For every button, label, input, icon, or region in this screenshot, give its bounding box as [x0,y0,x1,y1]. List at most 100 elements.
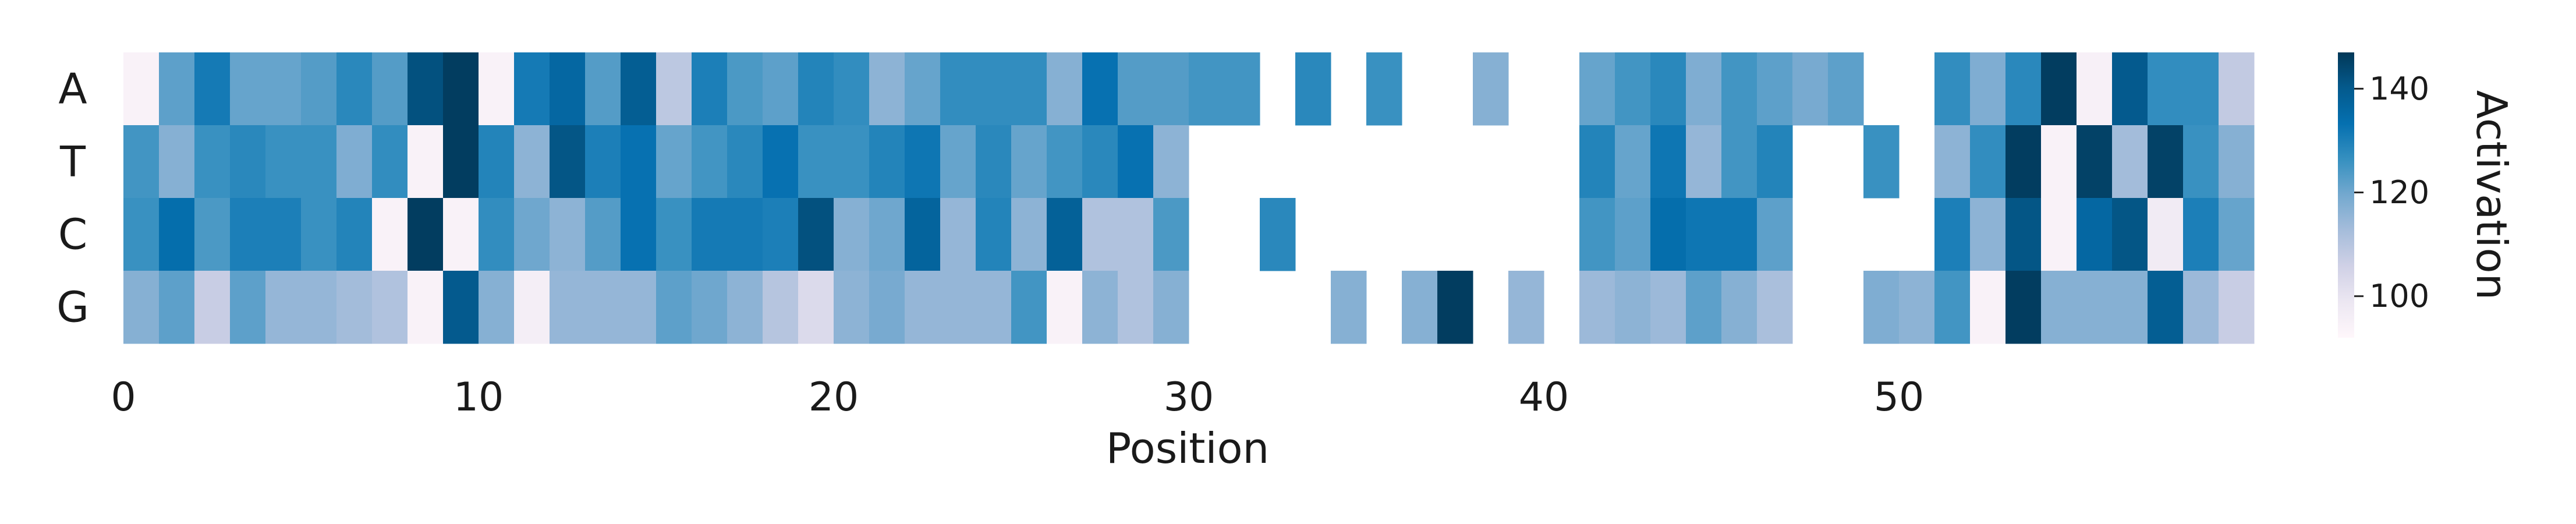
heatmap-cell [2005,125,2042,199]
heatmap-cell [2112,271,2148,344]
heatmap-cell [656,125,692,199]
colorbar: 100 120 140 Activation [2338,52,2516,338]
heatmap-cell [2112,52,2148,126]
heatmap-cell [1650,52,1686,126]
heatmap-cell [301,271,337,344]
heatmap-cell [1828,52,1864,126]
x-tick-label: 20 [809,374,859,420]
heatmap-cell [2148,198,2184,271]
heatmap-cell [2077,52,2113,126]
heatmap-cell [763,271,799,344]
heatmap-cell [550,52,586,126]
heatmap-cell [1153,52,1189,126]
heatmap-cell [1295,52,1331,126]
heatmap-cell [1970,271,2006,344]
heatmap-cell [336,52,373,126]
heatmap-cell [2077,125,2113,199]
heatmap-cell [940,52,976,126]
heatmap-cell [514,271,550,344]
heatmap-cell [408,198,444,271]
heatmap-cell [443,125,479,199]
heatmap-cell [1686,271,1722,344]
heatmap-cell [1686,52,1722,126]
heatmap-cell [443,198,479,271]
heatmap-cell [336,125,373,199]
x-axis-label: Position [1106,424,1269,473]
heatmap-cell [585,198,621,271]
heatmap-cell [1011,271,1047,344]
heatmap-cell [123,198,160,271]
heatmap-cell [1437,271,1473,344]
heatmap-cell [1508,271,1544,344]
heatmap-cell [408,271,444,344]
heatmap-cell [1011,52,1047,126]
heatmap-cell [1047,125,1083,199]
heatmap-cell [976,52,1012,126]
heatmap-cell [194,198,231,271]
heatmap-cell [1082,271,1118,344]
colorbar-tick-label: 140 [2369,70,2429,107]
heatmap-cell [1899,271,1935,344]
colorbar-tick-label: 100 [2369,278,2429,314]
heatmap-cell [1721,52,1758,126]
heatmap-cell [2219,271,2255,344]
heatmap-cell [2041,271,2077,344]
heatmap-cell [514,52,550,126]
heatmap-cell [2077,271,2113,344]
heatmap-cell [265,198,302,271]
heatmap-cell [869,125,905,199]
heatmap-cell [621,198,657,271]
heatmap-cell [372,198,408,271]
heatmap-cell [1970,52,2006,126]
heatmap-cell [443,52,479,126]
heatmap-cell [585,52,621,126]
heatmap-cell [1863,125,1900,199]
heatmap-cell [1402,271,1438,344]
colorbar-tick-label: 120 [2369,174,2429,211]
heatmap-cell [265,271,302,344]
heatmap-cell [834,198,870,271]
heatmap-cell [2148,125,2184,199]
heatmap-cell [834,125,870,199]
heatmap-cell [550,271,586,344]
heatmap-cell [1757,198,1793,271]
heatmap-cell [2041,125,2077,199]
x-tick-label: 30 [1164,374,1214,420]
heatmap-cell [834,52,870,126]
heatmap-cell [123,271,160,344]
heatmap-cell [479,52,515,126]
heatmap-cell [1863,271,1900,344]
heatmap-cell [550,125,586,199]
heatmap-cell [1792,52,1829,126]
heatmap-cell [372,125,408,199]
heatmap-cell [2183,271,2219,344]
heatmap-cell [2183,125,2219,199]
heatmap-cell [265,52,302,126]
heatmap-cell [621,271,657,344]
row-label: C [58,210,87,259]
heatmap-cell [1650,271,1686,344]
heatmap-cell [905,125,941,199]
heatmap-cell [976,198,1012,271]
heatmap-cell [1579,52,1615,126]
heatmap-cell [301,198,337,271]
heatmap-cell [230,125,266,199]
heatmap-cell [940,198,976,271]
heatmap-cell [514,198,550,271]
heatmap-cell [727,198,763,271]
heatmap-cell [692,52,728,126]
heatmap-cell [1615,271,1651,344]
heatmap-cell [1579,198,1615,271]
heatmap-cell [2041,52,2077,126]
heatmap-cell [621,52,657,126]
heatmap-cell [1686,198,1722,271]
heatmap-cell [1650,198,1686,271]
heatmap-cell [585,271,621,344]
x-tick-label: 40 [1519,374,1569,420]
heatmap-cell [869,271,905,344]
heatmap-cell [727,271,763,344]
heatmap-cell [905,52,941,126]
heatmap-cell [2148,52,2184,126]
heatmap-cell [1118,198,1154,271]
